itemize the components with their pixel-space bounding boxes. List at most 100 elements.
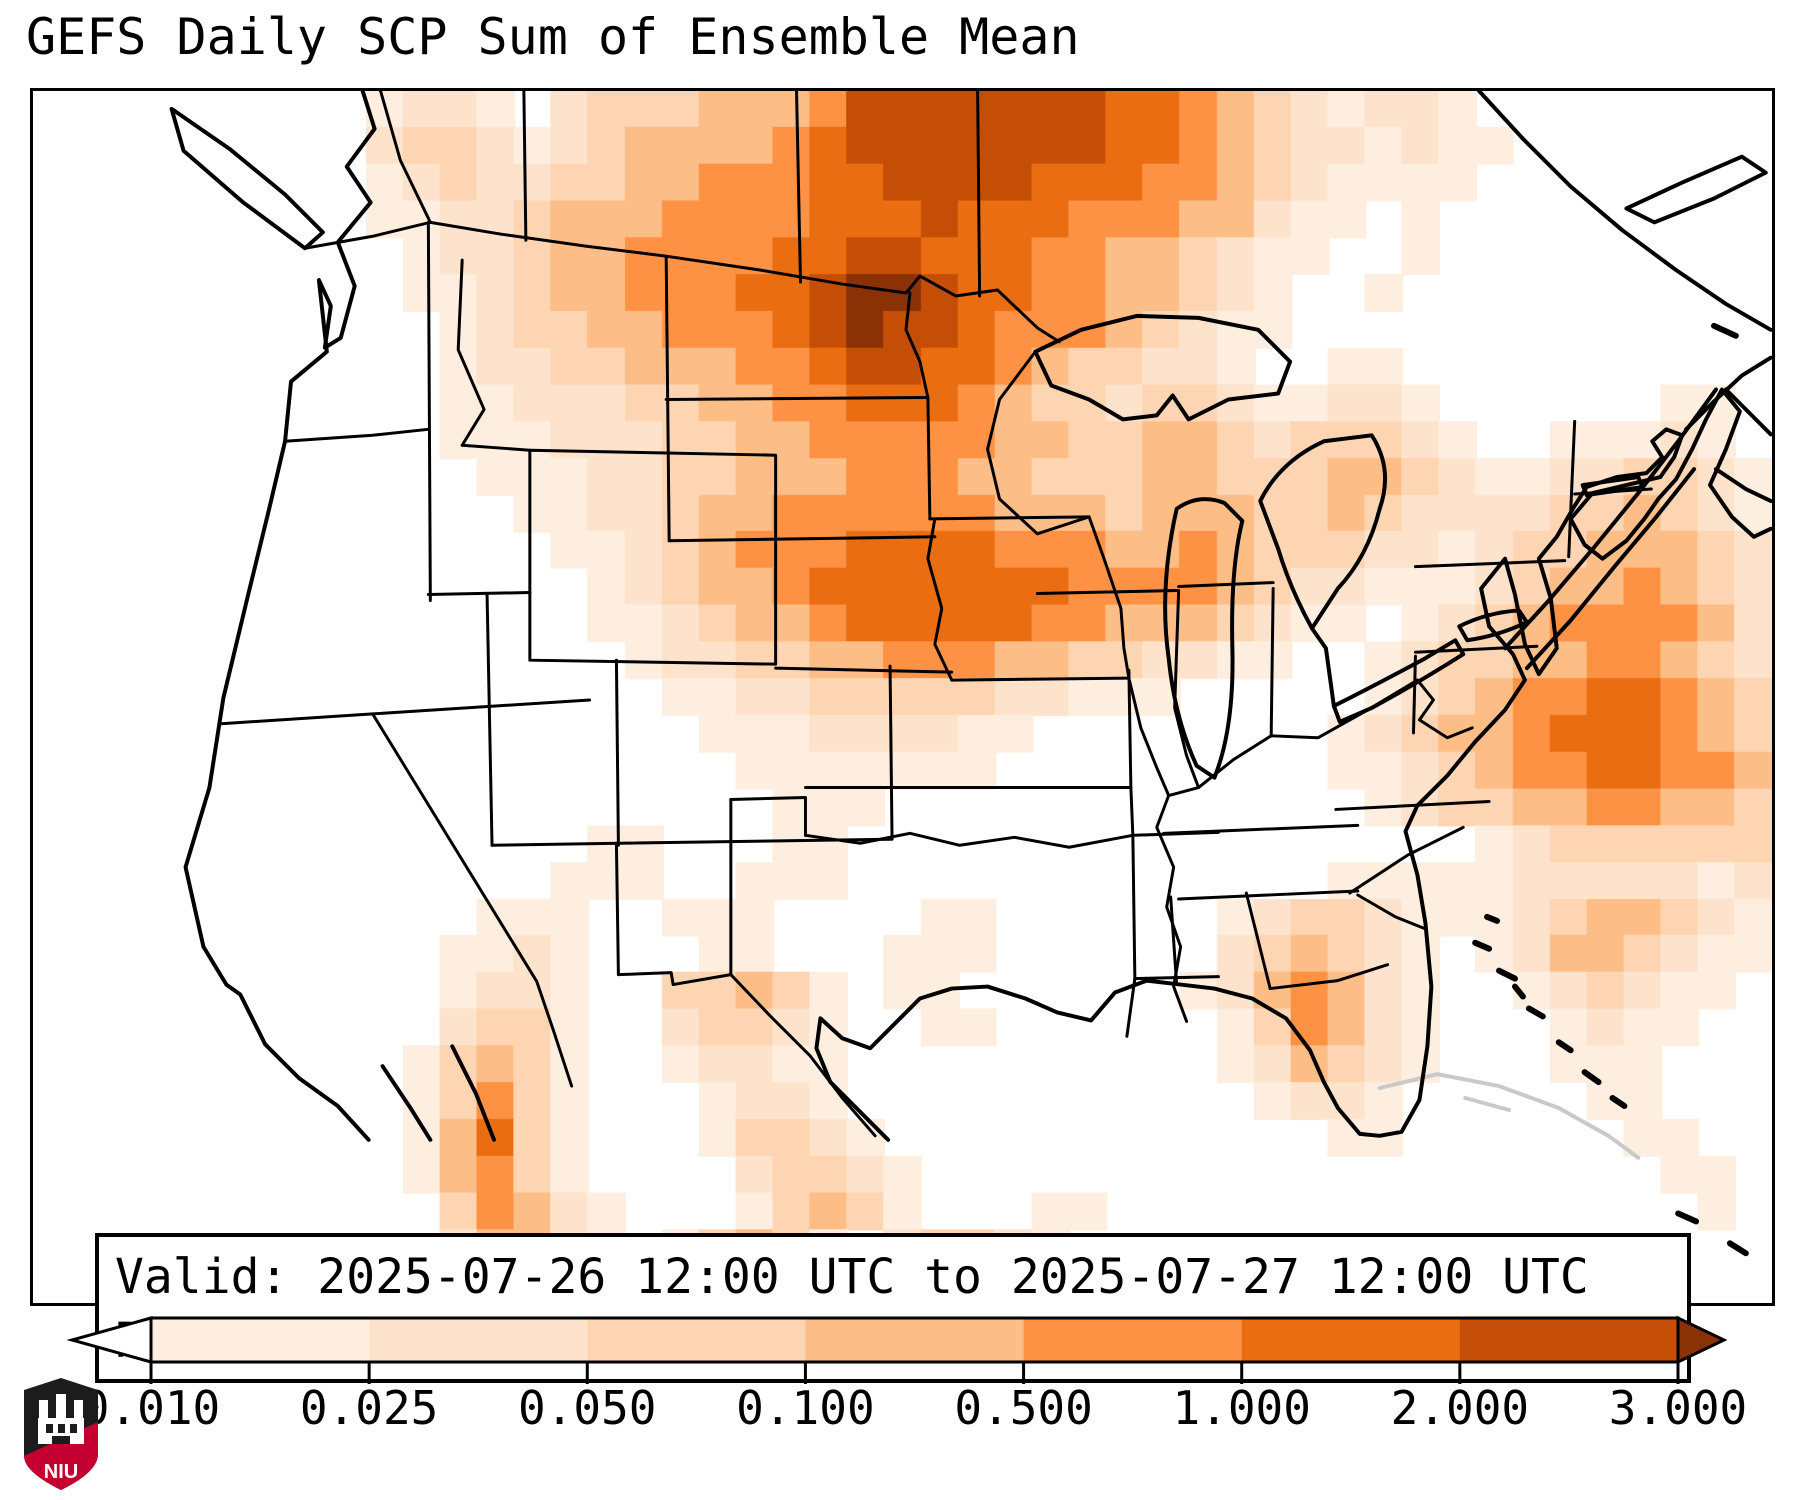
nc-sc-border xyxy=(1348,825,1465,895)
ohio-river xyxy=(1167,678,1419,798)
province-line-mb-on xyxy=(976,91,982,298)
nv-ut-border xyxy=(485,593,494,847)
logo-text: NIU xyxy=(44,1461,78,1483)
valid-time-text: Valid: 2025-07-26 12:00 UTC to 2025-07-2… xyxy=(115,1249,1589,1305)
pa-md-border xyxy=(1413,644,1539,654)
tn-ms-al-border xyxy=(1177,889,1360,901)
colorbar-segments: 0.010 0.025 0.050 0.100 0.500 1.000 2.000 3.000 xyxy=(66,1315,1747,1435)
logo-castle-icon xyxy=(38,1394,84,1444)
mississippi-river-upper xyxy=(1087,515,1171,798)
mn-nd-sd-border xyxy=(904,291,932,521)
colorbar-segment xyxy=(1241,1318,1461,1362)
ne-ia-river xyxy=(926,517,954,682)
baja-gulf-lines xyxy=(380,1044,497,1142)
colorbar-under-arrow xyxy=(66,1316,153,1364)
mi-in-oh-border xyxy=(1177,581,1275,589)
state-borders xyxy=(217,220,1653,1138)
colorbar-tick-label: 3.000 xyxy=(1609,1381,1747,1435)
chart-title: GEFS Daily SCP Sum of Ensemble Mean xyxy=(26,8,1080,66)
wa-or-border xyxy=(283,427,430,443)
red-river-tx-ok xyxy=(803,831,1135,849)
ks-mo-border xyxy=(1127,668,1135,837)
idaho-west-border xyxy=(426,220,432,602)
colorbar-tick-label: 0.500 xyxy=(954,1381,1092,1435)
colorbar-tick-label: 2.000 xyxy=(1391,1381,1529,1435)
coastlines xyxy=(169,91,1772,1142)
mt-wy-border xyxy=(460,443,532,452)
bahamas-islands xyxy=(1472,322,1749,1257)
nd-sd-border xyxy=(664,395,930,401)
us-canada-border xyxy=(303,220,1061,344)
colorbar-tick-label: 0.100 xyxy=(736,1381,874,1435)
mn-ia-border xyxy=(928,515,1091,521)
colorbar: 0.010 0.025 0.050 0.100 0.500 1.000 2.000 3.000… xyxy=(66,1315,1747,1435)
cuba-outline xyxy=(1377,1072,1641,1160)
ny-east-border xyxy=(1567,419,1577,559)
background-country-lines xyxy=(1377,1072,1641,1160)
map-area: Valid: 2025-07-26 12:00 UTC to 2025-07-2… xyxy=(30,88,1775,1383)
lake-michigan xyxy=(1163,497,1245,780)
lake-ontario xyxy=(1457,608,1529,643)
wyoming-box xyxy=(528,448,778,666)
colorbar-segment xyxy=(151,1318,370,1362)
ky-tn-border xyxy=(1162,823,1360,835)
il-in-border xyxy=(1173,589,1201,790)
colorbar-over-arrow xyxy=(1676,1315,1728,1365)
lake-erie xyxy=(1331,638,1466,724)
colorbar-tick-label: 0.025 xyxy=(300,1381,438,1435)
niu-logo: NIU xyxy=(24,1378,98,1490)
map-borders-svg xyxy=(169,91,1772,1257)
pa-ny-border xyxy=(1413,559,1567,569)
co-ks-border xyxy=(888,664,894,841)
or-ca-nv-border xyxy=(217,698,592,726)
new-england-line xyxy=(1573,487,1653,496)
ca-nv-diagonal xyxy=(371,712,574,1088)
ga-sc-border xyxy=(1356,893,1427,931)
anticosti-island xyxy=(1624,154,1768,225)
province-line-bc-ab xyxy=(379,91,432,224)
sd-ne-border xyxy=(667,535,937,543)
ms-al-border xyxy=(1169,895,1179,987)
in-oh-border xyxy=(1269,587,1275,738)
oh-pa-border xyxy=(1411,654,1417,735)
colorbar-outline xyxy=(149,1316,1680,1364)
colorbar-tick-label: 0.010 xyxy=(82,1381,220,1435)
id-mt-border xyxy=(456,258,486,447)
mississippi-river-lower xyxy=(1155,794,1189,1023)
ne-ks-border xyxy=(774,666,954,674)
great-lakes xyxy=(1033,313,1529,780)
ia-mo-border xyxy=(950,676,1131,682)
rio-grande-border xyxy=(729,973,877,1138)
ut-az-co-nm-border xyxy=(490,837,892,847)
mn-wi-border xyxy=(986,350,1091,536)
az-nm-border xyxy=(614,841,620,977)
cuba-inner-line xyxy=(1463,1096,1511,1112)
wi-il-border xyxy=(1035,589,1179,596)
id-south-border xyxy=(426,591,532,596)
va-nc-border xyxy=(1334,799,1491,811)
colorbar-tick-label: 1.000 xyxy=(1172,1381,1310,1435)
colorbar-segment xyxy=(1023,1318,1243,1362)
gulf-atlantic-coast xyxy=(814,387,1772,1142)
ga-al-border xyxy=(1244,891,1272,991)
province-line-sk-mb xyxy=(795,91,802,284)
canada-borders xyxy=(303,91,1061,344)
ut-co-border xyxy=(614,658,620,847)
st-lawrence-river xyxy=(1503,387,1718,671)
maine-maritimes xyxy=(1684,355,1772,503)
quebec-north-shore xyxy=(1477,91,1772,332)
ga-fl-border xyxy=(1268,963,1390,991)
nm-south-border xyxy=(616,971,733,987)
colorbar-tick-label: 0.050 xyxy=(518,1381,656,1435)
colorbar-segment xyxy=(805,1318,1025,1362)
colorbar-segment xyxy=(369,1318,588,1362)
wv-va-squiggle xyxy=(1415,678,1474,740)
pacific-coast xyxy=(183,91,377,1142)
colorbar-segment xyxy=(587,1318,807,1362)
tx-la-border xyxy=(1125,977,1137,1038)
tx-panhandle xyxy=(729,796,807,837)
colorbar-segment xyxy=(1459,1318,1679,1362)
province-line-ab-sk xyxy=(522,91,528,242)
lake-huron xyxy=(1258,433,1387,631)
